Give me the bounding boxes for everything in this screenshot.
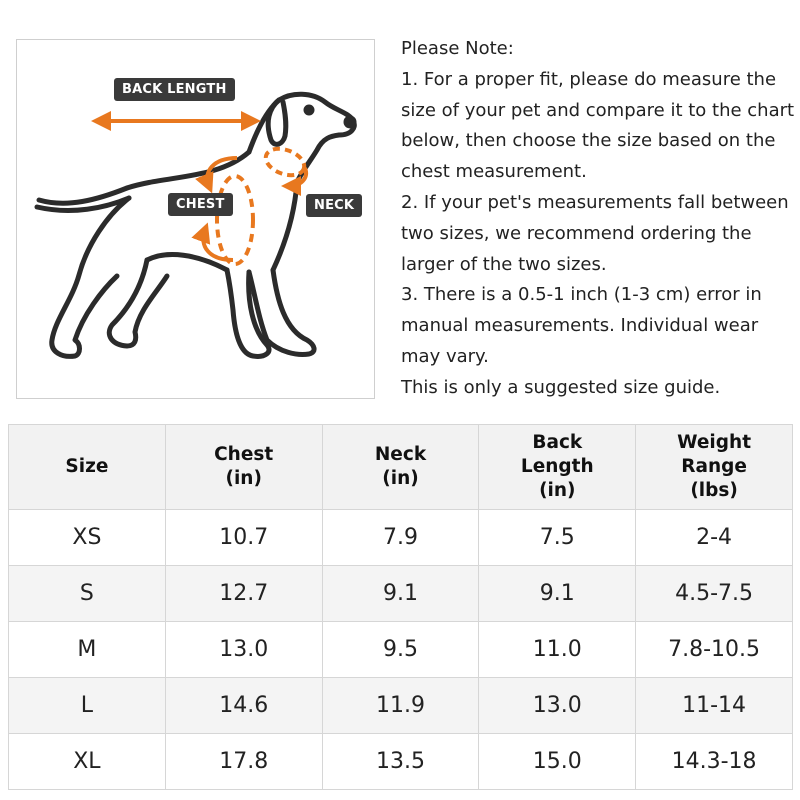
header-size: Size xyxy=(8,424,166,510)
cell-neck: 11.9 xyxy=(321,677,480,734)
chest-arrow-top xyxy=(195,156,238,194)
cell-size: XS xyxy=(8,509,166,566)
neck-arrow xyxy=(281,167,308,196)
cell-back-length: 13.0 xyxy=(478,677,637,734)
cell-neck: 13.5 xyxy=(321,733,480,790)
back-length-label: BACK LENGTH xyxy=(114,78,235,101)
header-back-line: Back xyxy=(532,432,583,453)
cell-size: L xyxy=(8,677,166,734)
size-notes: Please Note: 1. For a proper fit, please… xyxy=(401,34,796,404)
dog-silhouette xyxy=(34,91,357,359)
cell-chest: 13.0 xyxy=(164,621,323,678)
header-chest-unit: (in) xyxy=(225,468,262,489)
header-weight-unit: (lbs) xyxy=(690,480,738,501)
neck-measure-loop xyxy=(263,146,307,178)
table-header-row: Size Chest (in) Neck (in) Back Length (i… xyxy=(8,424,793,510)
dog-measurement-diagram: BACK LENGTH CHEST NECK xyxy=(16,39,375,399)
header-length-line: Length xyxy=(520,456,594,477)
dog-outline-illustration xyxy=(34,91,357,359)
cell-back-length: 15.0 xyxy=(478,733,637,790)
neck-label: NECK xyxy=(306,194,363,217)
cell-chest: 10.7 xyxy=(164,509,323,566)
header-back-length: Back Length (in) xyxy=(478,424,637,510)
table-row: M 13.0 9.5 11.0 7.8-10.5 xyxy=(8,621,793,678)
cell-weight-range: 14.3-18 xyxy=(635,733,793,790)
cell-weight-range: 7.8-10.5 xyxy=(635,621,793,678)
header-neck-line: Neck xyxy=(374,444,427,465)
header-weight-range: Weight Range (lbs) xyxy=(635,424,793,510)
header-neck: Neck (in) xyxy=(321,424,480,510)
header-neck-unit: (in) xyxy=(382,468,419,489)
cell-size: S xyxy=(8,565,166,622)
header-size-line: Size xyxy=(65,456,109,477)
cell-weight-range: 2-4 xyxy=(635,509,793,566)
cell-neck: 7.9 xyxy=(321,509,480,566)
table-row: XS 10.7 7.9 7.5 2-4 xyxy=(8,509,793,566)
chest-measure-loop xyxy=(215,174,255,266)
cell-size: XL xyxy=(8,733,166,790)
note-item-2: 2. If your pet's measurements fall betwe… xyxy=(401,191,789,275)
table-row: L 14.6 11.9 13.0 11-14 xyxy=(8,677,793,734)
cell-back-length: 7.5 xyxy=(478,509,637,566)
cell-back-length: 9.1 xyxy=(478,565,637,622)
chest-arrow-bottom xyxy=(191,222,234,262)
notes-footer: This is only a suggested size guide. xyxy=(401,376,721,398)
cell-chest: 12.7 xyxy=(164,565,323,622)
cell-chest: 17.8 xyxy=(164,733,323,790)
table-row: XL 17.8 13.5 15.0 14.3-18 xyxy=(8,733,793,790)
cell-neck: 9.1 xyxy=(321,565,480,622)
header-range-line: Range xyxy=(681,456,747,477)
cell-weight-range: 4.5-7.5 xyxy=(635,565,793,622)
chest-label: CHEST xyxy=(168,193,233,216)
cell-back-length: 11.0 xyxy=(478,621,637,678)
header-back-length-unit: (in) xyxy=(539,480,576,501)
note-item-3: 3. There is a 0.5-1 inch (1-3 cm) error … xyxy=(401,284,762,367)
table-row: S 12.7 9.1 9.1 4.5-7.5 xyxy=(8,565,793,622)
notes-heading: Please Note: xyxy=(401,38,514,59)
cell-size: M xyxy=(8,621,166,678)
header-chest-line: Chest xyxy=(214,444,274,465)
note-item-1: 1. For a proper fit, please do measure t… xyxy=(401,68,795,183)
cell-chest: 14.6 xyxy=(164,677,323,734)
header-weight-line: Weight xyxy=(677,432,752,453)
cell-neck: 9.5 xyxy=(321,621,480,678)
cell-weight-range: 11-14 xyxy=(635,677,793,734)
header-chest: Chest (in) xyxy=(164,424,323,510)
size-chart-table: Size Chest (in) Neck (in) Back Length (i… xyxy=(8,424,793,790)
